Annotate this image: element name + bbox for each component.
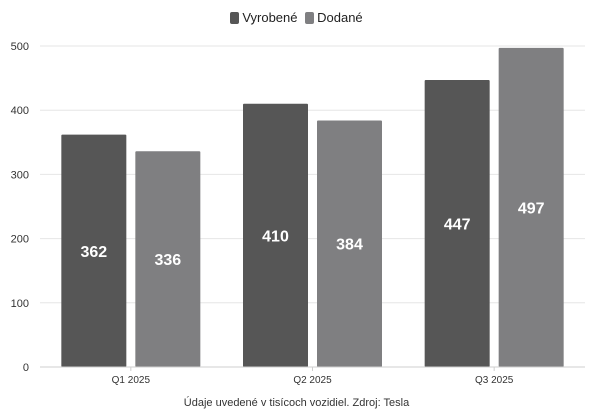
- x-tick-label: Q3 2025: [475, 375, 514, 386]
- bar: [243, 103, 308, 367]
- y-tick-label: 300: [11, 169, 29, 181]
- legend-label-vyrobene: Vyrobené: [242, 10, 298, 25]
- y-tick-label: 400: [11, 105, 29, 117]
- data-label: 384: [336, 237, 363, 254]
- x-axis-ticks: Q1 2025 Q2 2025 Q3 2025: [112, 367, 514, 386]
- data-label: 362: [80, 244, 107, 261]
- bar: [317, 120, 382, 367]
- legend-item-dodane: Dodané: [305, 10, 363, 25]
- legend-swatch-vyrobene: [230, 11, 240, 24]
- x-tick-label: Q1 2025: [112, 375, 151, 386]
- bar: [61, 134, 127, 367]
- legend-label-dodane: Dodané: [317, 10, 363, 25]
- data-label: 447: [444, 217, 471, 234]
- legend-item-vyrobene: Vyrobené: [230, 10, 298, 25]
- gridlines: [40, 45, 585, 304]
- y-tick-label: 0: [23, 362, 29, 374]
- chart-legend: Vyrobené Dodané: [0, 10, 593, 27]
- bar-chart: 0 100 200 300 400 500 362 336 410 384 447 497 Q1 2…: [11, 41, 585, 386]
- bar: [424, 80, 490, 367]
- bars: 362 336 410 384 447 497: [61, 47, 564, 368]
- y-tick-label: 200: [11, 234, 29, 246]
- chart-footnote: Údaje uvedené v tisícoch vozidiel. Zdroj…: [183, 397, 410, 409]
- data-label: 497: [518, 200, 545, 217]
- y-tick-label: 500: [11, 41, 29, 53]
- legend-swatch-dodane: [305, 11, 315, 24]
- x-tick-label: Q2 2025: [293, 375, 332, 386]
- y-axis-ticks: 0 100 200 300 400 500: [11, 41, 29, 374]
- bar: [135, 151, 201, 367]
- bar: [498, 47, 564, 368]
- data-label: 336: [154, 252, 181, 269]
- data-label: 410: [262, 228, 289, 245]
- y-tick-label: 100: [11, 298, 29, 310]
